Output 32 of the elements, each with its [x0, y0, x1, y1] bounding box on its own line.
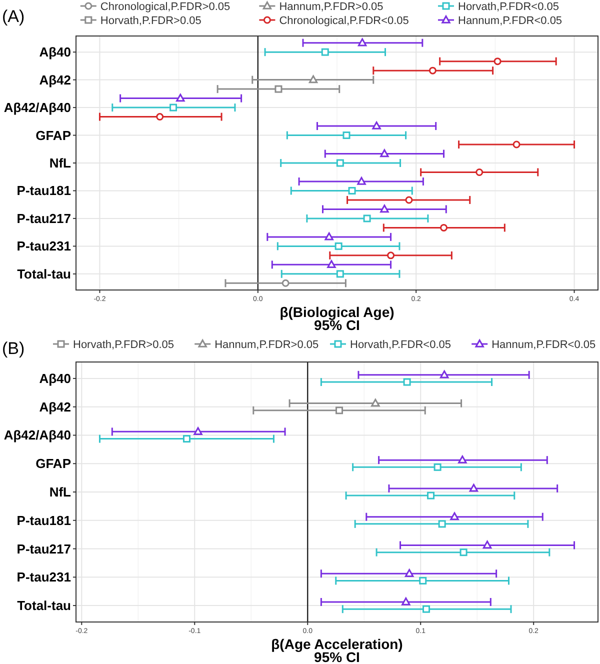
- y-tick-label: Aβ42/Aβ40: [4, 100, 71, 116]
- y-tick-label: Aβ42/Aβ40: [4, 428, 71, 443]
- legend-label: Horvath,P.FDR<0.05: [350, 339, 451, 351]
- legend-label: Hannum,P.FDR<0.05: [458, 15, 562, 27]
- y-tick-label: Aβ42: [39, 72, 71, 88]
- legend-label: Horvath,P.FDR>0.05: [73, 339, 174, 351]
- x-axis-title: β(Biological Age) 95% CI: [280, 304, 394, 333]
- y-tick-label: NfL: [49, 156, 72, 170]
- legend-label: Hannum,P.FDR<0.05: [492, 339, 596, 351]
- y-tick-label: P-tau181: [16, 512, 71, 528]
- y-tick-label: Aβ40: [39, 44, 71, 60]
- y-tick-label: Total-tau: [17, 598, 72, 614]
- legend-label: Chronological,P.FDR>0.05: [100, 1, 230, 13]
- chart-title: (B): [2, 339, 25, 358]
- y-tick-label: Aβ40: [39, 370, 71, 386]
- y-tick-label: P-tau217: [16, 541, 71, 556]
- chart-title: (A): [2, 7, 25, 26]
- y-tick-label: P-tau181: [16, 183, 71, 198]
- legend-label: Horvath,P.FDR>0.05: [100, 15, 202, 27]
- y-tick-label: NfL: [49, 484, 72, 500]
- legend-label: Hannum,P.FDR>0.05: [214, 339, 319, 351]
- legend-label: Chronological,P.FDR<0.05: [279, 15, 409, 27]
- legend-label: Horvath,P.FDR<0.05: [458, 1, 559, 13]
- y-tick-label: P-tau231: [16, 570, 71, 585]
- y-tick-label: P-tau217: [16, 210, 71, 226]
- y-tick-label: GFAP: [36, 456, 72, 472]
- x-axis-title: β(Age Acceleration) 95% CI: [271, 636, 403, 664]
- legend-label: Hannum,P.FDR>0.05: [279, 1, 384, 13]
- y-tick-label: Total-tau: [17, 266, 72, 282]
- y-tick-label: P-tau231: [16, 238, 71, 254]
- y-tick-label: GFAP: [36, 128, 72, 143]
- y-tick-label: Aβ42: [39, 399, 71, 414]
